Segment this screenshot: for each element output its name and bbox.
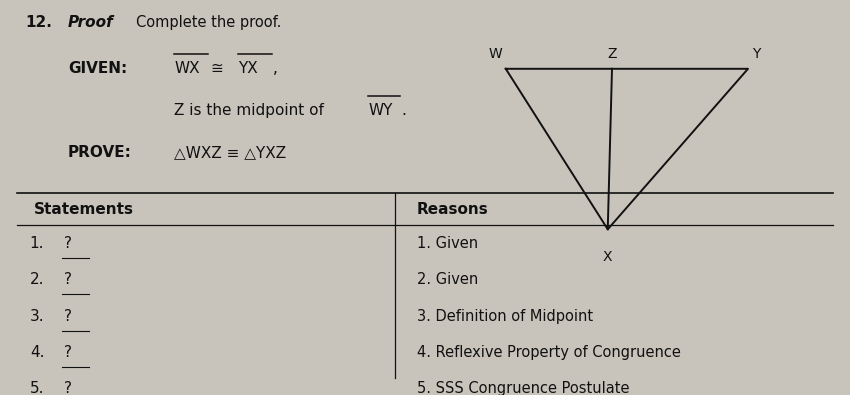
Text: W: W xyxy=(489,47,502,61)
Text: 2. Given: 2. Given xyxy=(416,273,478,288)
Text: ?: ? xyxy=(64,236,71,251)
Text: WX: WX xyxy=(174,61,200,76)
Text: ?: ? xyxy=(64,345,71,360)
Text: PROVE:: PROVE: xyxy=(68,145,132,160)
Text: X: X xyxy=(603,250,613,264)
Text: Proof: Proof xyxy=(68,15,114,30)
Text: Statements: Statements xyxy=(34,202,134,217)
Text: Reasons: Reasons xyxy=(416,202,488,217)
Text: 2.: 2. xyxy=(30,273,44,288)
Text: 4.: 4. xyxy=(30,345,44,360)
Text: Y: Y xyxy=(752,47,761,61)
Text: 5.: 5. xyxy=(30,381,44,395)
Text: 1. Given: 1. Given xyxy=(416,236,478,251)
Text: Z: Z xyxy=(607,47,617,61)
Text: 4. Reflexive Property of Congruence: 4. Reflexive Property of Congruence xyxy=(416,345,680,360)
Text: 3. Definition of Midpoint: 3. Definition of Midpoint xyxy=(416,309,592,324)
Text: GIVEN:: GIVEN: xyxy=(68,61,128,76)
Text: ?: ? xyxy=(64,381,71,395)
Text: 3.: 3. xyxy=(30,309,44,324)
Text: Complete the proof.: Complete the proof. xyxy=(136,15,281,30)
Text: 5. SSS Congruence Postulate: 5. SSS Congruence Postulate xyxy=(416,381,629,395)
Text: ?: ? xyxy=(64,309,71,324)
Text: ≅: ≅ xyxy=(211,61,224,76)
Text: YX: YX xyxy=(238,61,258,76)
Text: Z is the midpoint of: Z is the midpoint of xyxy=(174,103,329,118)
Text: △WXZ ≡ △YXZ: △WXZ ≡ △YXZ xyxy=(174,145,286,160)
Text: .: . xyxy=(401,103,406,118)
Text: 1.: 1. xyxy=(30,236,44,251)
Text: WY: WY xyxy=(368,103,393,118)
Text: ?: ? xyxy=(64,273,71,288)
Text: ,: , xyxy=(273,61,278,76)
Text: 12.: 12. xyxy=(26,15,53,30)
